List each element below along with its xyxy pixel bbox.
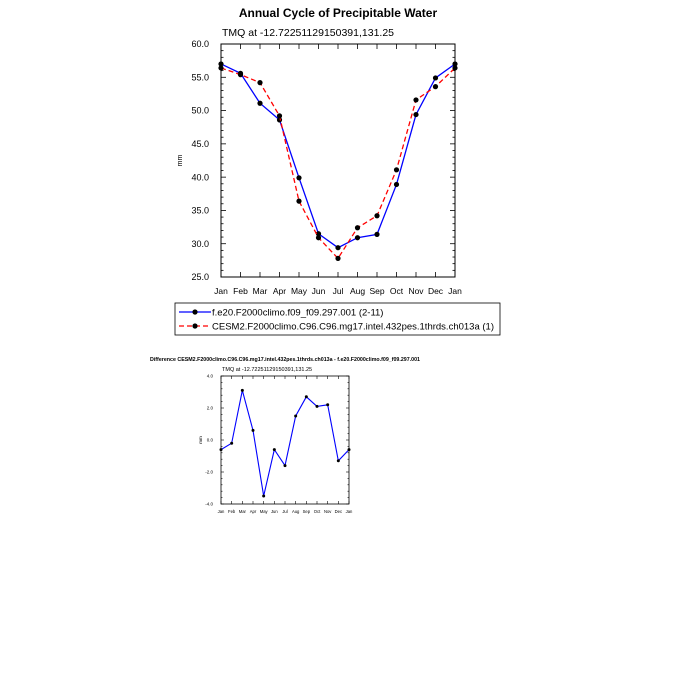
data-point <box>262 494 266 498</box>
x-tick-label: Jul <box>282 509 287 514</box>
x-tick-label: Jan <box>214 286 228 296</box>
data-point <box>336 459 340 463</box>
x-tick-label: Jun <box>312 286 326 296</box>
chart-title: Difference CESM2.F2000climo.C96.C96.mg17… <box>150 357 420 363</box>
data-point <box>283 464 287 468</box>
x-tick-label: Dec <box>428 286 444 296</box>
data-point <box>347 448 351 452</box>
x-tick-label: Jun <box>271 509 278 514</box>
legend-marker <box>192 323 198 329</box>
data-point <box>294 414 298 418</box>
data-point <box>413 97 419 103</box>
x-tick-label: Oct <box>314 509 321 514</box>
data-point <box>354 235 361 241</box>
data-point <box>413 111 419 118</box>
data-point <box>374 231 380 237</box>
legend-label-1: CESM2.F2000climo.C96.C96.mg17.intel.432p… <box>212 322 494 333</box>
y-tick-label: 30.0 <box>191 239 209 249</box>
x-tick-label: Nov <box>408 286 424 296</box>
legend-box <box>174 302 501 336</box>
y-tick-label: -4.0 <box>205 502 213 507</box>
y-tick-label: 50.0 <box>191 106 209 116</box>
plot-frame <box>220 43 456 278</box>
y-tick-label: 25.0 <box>191 272 209 282</box>
series-line-0 <box>220 390 350 497</box>
x-tick-label: Sep <box>369 286 384 296</box>
x-tick-label: Feb <box>228 509 236 514</box>
data-point <box>257 80 263 86</box>
data-point <box>452 65 458 71</box>
data-point <box>315 231 322 237</box>
y-tick-label: 0.0 <box>207 438 214 443</box>
chart-subtitle: TMQ at -12.72251129150391,131.25 <box>222 367 312 373</box>
x-tick-label: Mar <box>253 286 268 296</box>
y-tick-label: 4.0 <box>207 374 214 379</box>
x-tick-label: May <box>291 286 308 296</box>
data-point <box>276 113 283 119</box>
y-tick-label: 60.0 <box>191 39 209 49</box>
y-tick-label: 35.0 <box>191 206 209 216</box>
data-point <box>237 72 244 78</box>
y-tick-label: 55.0 <box>191 72 209 82</box>
x-tick-label: Dec <box>335 509 342 514</box>
data-point <box>315 235 322 241</box>
x-tick-label: Jan <box>448 286 462 296</box>
data-point <box>354 225 361 231</box>
y-tick-label: 45.0 <box>191 139 209 149</box>
x-tick-label: Sep <box>303 509 311 514</box>
data-point <box>432 84 439 90</box>
x-tick-label: Jul <box>333 286 344 296</box>
y-axis-label: mm <box>198 436 203 444</box>
y-tick-label: 2.0 <box>207 406 214 411</box>
data-point <box>326 403 330 407</box>
data-point <box>432 75 439 81</box>
data-point <box>272 448 276 452</box>
x-tick-label: Mar <box>239 509 247 514</box>
legend-marker <box>192 309 198 315</box>
data-point <box>393 181 400 188</box>
data-point <box>251 428 255 432</box>
chart-title: Annual Cycle of Precipitable Water <box>239 6 438 20</box>
plot-frame <box>220 375 350 505</box>
data-point <box>230 441 234 445</box>
legend-label-0: f.e20.F2000climo.f09_f09.297.001 (2-11) <box>212 308 383 319</box>
data-point <box>296 198 302 204</box>
y-axis-label: mm <box>177 155 184 167</box>
data-point <box>315 404 319 408</box>
data-point <box>276 117 283 123</box>
x-tick-label: Apr <box>273 286 286 296</box>
chart-subtitle: TMQ at -12.72251129150391,131.25 <box>222 27 394 39</box>
x-tick-label: Aug <box>292 509 300 514</box>
x-tick-label: Aug <box>350 286 365 296</box>
data-point <box>218 61 224 67</box>
data-point <box>257 100 263 106</box>
x-tick-label: Apr <box>250 509 257 514</box>
data-point <box>219 448 223 452</box>
data-point <box>452 61 458 67</box>
data-point <box>296 175 302 181</box>
data-point <box>335 245 341 251</box>
data-point <box>304 395 308 399</box>
data-point <box>218 65 224 71</box>
x-tick-label: Feb <box>233 286 248 296</box>
x-tick-label: Jan <box>346 509 353 514</box>
data-point <box>374 213 380 219</box>
x-tick-label: Oct <box>390 286 404 296</box>
data-point <box>335 255 341 261</box>
x-tick-label: Nov <box>324 509 332 514</box>
y-tick-label: 40.0 <box>191 172 209 182</box>
data-point <box>240 388 244 392</box>
series-line-0 <box>220 63 456 249</box>
y-tick-label: -2.0 <box>205 470 213 475</box>
x-tick-label: Jan <box>218 509 225 514</box>
data-point <box>393 167 400 173</box>
x-tick-label: May <box>260 509 269 514</box>
